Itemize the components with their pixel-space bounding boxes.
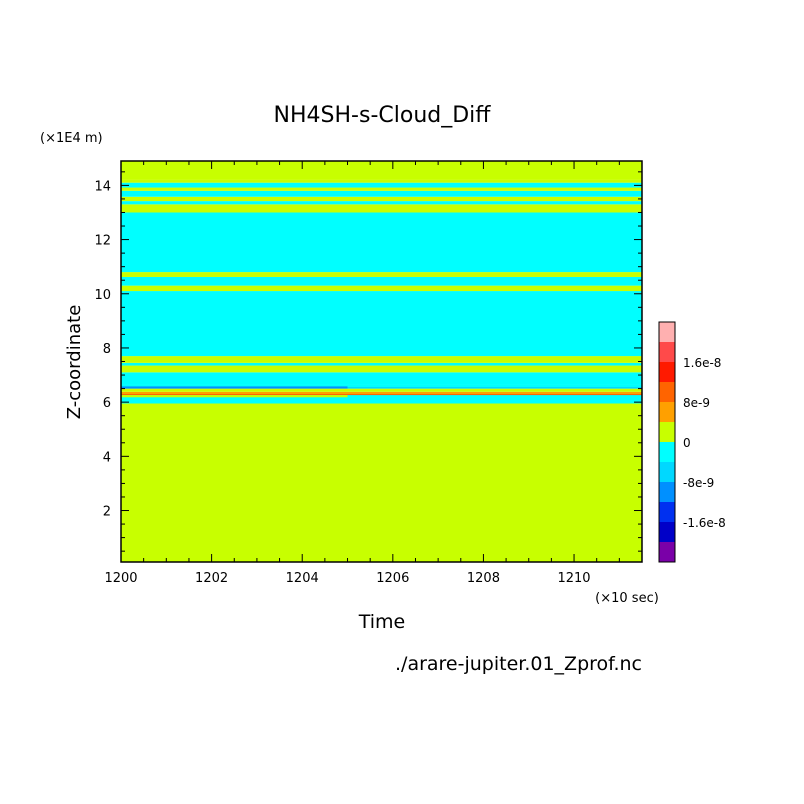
contour-band-18	[121, 187, 642, 191]
contour-band-19	[121, 182, 642, 188]
contour-band-6	[121, 365, 642, 373]
contour-band-9	[121, 291, 642, 357]
x-tick-label: 1210	[557, 571, 590, 586]
colorbar-tick-label: -1.6e-8	[683, 516, 726, 530]
colorbar-swatch-2	[659, 502, 675, 522]
x-unit-label: (×10 sec)	[595, 591, 659, 606]
colorbar-swatch-8	[659, 382, 675, 402]
contour-band-3	[121, 388, 642, 392]
contour-band-4	[121, 384, 642, 389]
contour-band-11	[121, 276, 642, 286]
contour-patch-2	[121, 394, 642, 396]
y-axis-label: Z-coordinate	[64, 305, 85, 420]
colorbar-tick-label: 1.6e-8	[683, 356, 721, 370]
colorbar-swatch-4	[659, 462, 675, 482]
source-file-label: ./arare-jupiter.01_Zprof.nc	[395, 653, 642, 675]
colorbar-tick-label: 8e-9	[683, 396, 710, 410]
y-tick-label: 4	[103, 450, 111, 465]
y-tick-label: 10	[94, 288, 111, 303]
x-tick-label: 1200	[104, 571, 137, 586]
contour-patch-1	[347, 386, 642, 389]
x-tick-label: 1206	[376, 571, 409, 586]
colorbar-swatch-5	[659, 442, 675, 462]
contour-patch-0	[121, 386, 348, 389]
y-tick-label: 8	[103, 342, 111, 357]
contour-band-12	[121, 272, 642, 277]
contour-band-2	[121, 391, 642, 395]
y-axis: 2 4 6 8 10 12 14	[94, 171, 642, 552]
y-tick-label: 2	[103, 505, 111, 520]
colorbar: 1.6e-8 8e-9 0 -8e-9 -1.6e-8	[658, 321, 726, 563]
contour-band-13	[121, 212, 642, 273]
colorbar-tick-label: -8e-9	[683, 476, 714, 490]
contour-band-0	[121, 403, 642, 562]
contour-band-14	[121, 204, 642, 213]
contour-band-21	[121, 161, 642, 180]
contour-band-7	[121, 362, 642, 366]
y-unit-label: (×1E4 m)	[40, 131, 103, 146]
plot-patches	[121, 386, 642, 398]
colorbar-swatch-7	[659, 402, 675, 422]
contour-band-17	[121, 190, 642, 197]
contour-band-8	[121, 356, 642, 363]
colorbar-tick-label: 0	[683, 436, 691, 450]
plot-area	[121, 161, 642, 562]
x-axis-label: Time	[358, 611, 406, 633]
colorbar-frame	[658, 321, 676, 563]
colorbar-swatch-6	[659, 422, 675, 442]
x-tick-label: 1208	[467, 571, 500, 586]
y-tick-label: 12	[94, 234, 111, 249]
contour-band-15	[121, 201, 642, 205]
x-tick-label: 1204	[286, 571, 319, 586]
contour-band-5	[121, 372, 642, 385]
contour-band-10	[121, 285, 642, 292]
colorbar-swatch-3	[659, 482, 675, 502]
y-tick-label: 6	[103, 396, 111, 411]
colorbar-swatch-11	[659, 322, 675, 342]
y-tick-label: 14	[94, 179, 111, 194]
colorbar-swatch-10	[659, 342, 675, 362]
contour-band-20	[121, 179, 642, 183]
x-axis: 1200 1202 1204 1206 1208 1210	[104, 161, 643, 586]
contour-band-16	[121, 196, 642, 202]
contour-patch-3	[121, 395, 348, 398]
colorbar-swatch-9	[659, 362, 675, 382]
contour-band-1	[121, 394, 642, 404]
x-tick-label: 1202	[195, 571, 228, 586]
colorbar-swatch-0	[659, 542, 675, 562]
colorbar-swatch-1	[659, 522, 675, 542]
chart-title: NH4SH-s-Cloud_Diff	[274, 103, 492, 128]
